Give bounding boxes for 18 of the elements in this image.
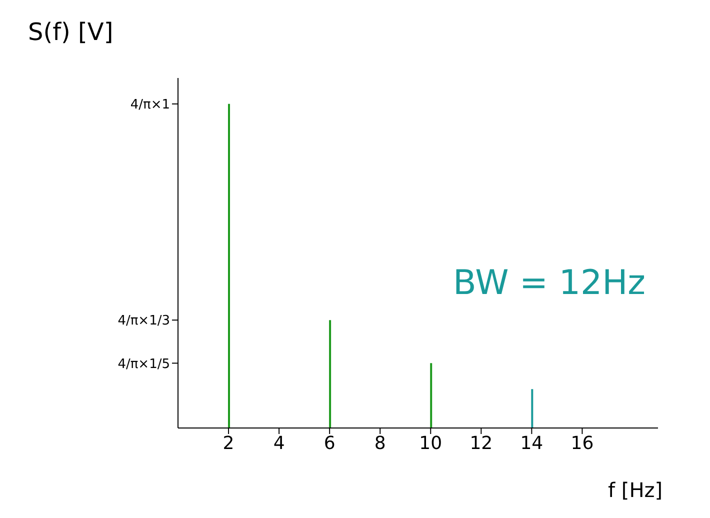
x-tick-label: 14 bbox=[520, 432, 544, 454]
bar bbox=[329, 320, 332, 428]
x-tick-label: 6 bbox=[324, 432, 336, 454]
text: 4/π×1/3 bbox=[118, 314, 170, 329]
x-axis-title: f [Hz] bbox=[608, 478, 663, 502]
x-tick-label: 8 bbox=[374, 432, 386, 454]
bar bbox=[531, 389, 534, 428]
text: 4/π×1/5 bbox=[118, 356, 170, 372]
bar bbox=[228, 104, 230, 428]
x-tick-label: 16 bbox=[570, 432, 594, 454]
x-tick-label: 10 bbox=[419, 432, 442, 454]
x-tick-label: 12 bbox=[470, 432, 493, 454]
x-tick-label: 4 bbox=[273, 432, 285, 454]
text: 4/π×1 bbox=[130, 98, 170, 113]
annotation: BW = 12Hz bbox=[453, 263, 646, 303]
bar bbox=[430, 363, 432, 428]
y-axis-title: S(f) [V] bbox=[28, 18, 114, 46]
x-tick-label: 2 bbox=[222, 432, 234, 454]
